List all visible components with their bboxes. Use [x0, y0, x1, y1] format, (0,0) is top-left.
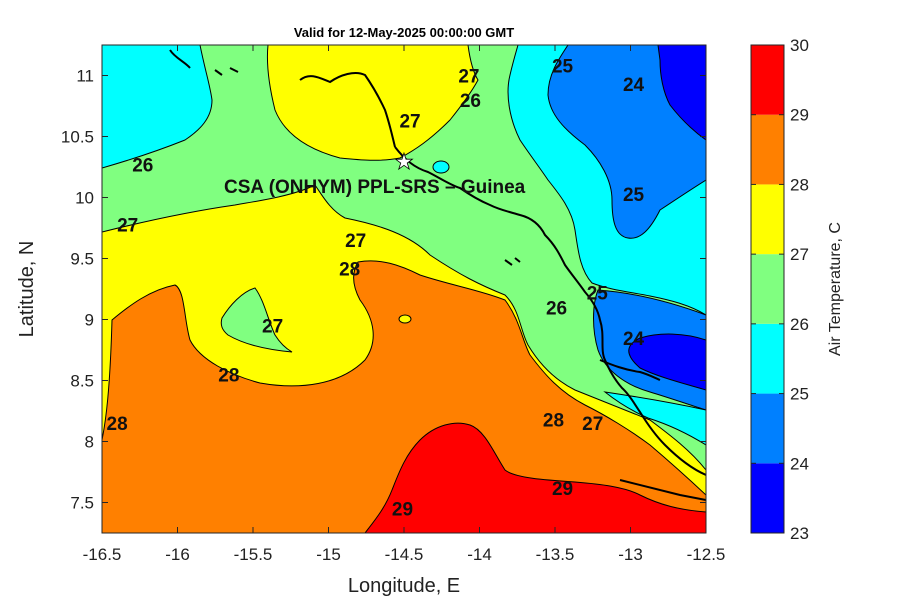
y-ticks: 7.5 8 8.5 9 9.5 10 10.5 11: [61, 67, 706, 513]
colorbar-frame: [750, 44, 785, 534]
x-tick-label: -13: [618, 545, 643, 564]
contour-label: 26: [460, 91, 481, 112]
colorbar-tick-label: 30: [790, 36, 809, 55]
colorbar-swatch: [751, 463, 784, 533]
contour-label: 29: [392, 500, 413, 521]
contour-label: 27: [399, 112, 420, 133]
y-tick-label: 7.5: [70, 494, 94, 513]
contour-label: 28: [107, 414, 128, 435]
x-tick-label: -13.5: [536, 545, 575, 564]
x-tick-label: -15: [316, 545, 341, 564]
colorbar-tick-label: 24: [790, 454, 809, 473]
contour-label: 25: [552, 57, 574, 78]
colorbar-swatch: [751, 45, 784, 115]
colorbar-tick-label: 29: [790, 106, 809, 125]
contour-label: 28: [543, 411, 564, 432]
x-tick-label: -12.5: [687, 545, 726, 564]
contour-label: 28: [339, 259, 360, 280]
y-axis-label: Latitude, N: [16, 241, 38, 338]
contour-label: 27: [345, 231, 366, 252]
coastline: [169, 49, 706, 501]
y-tick-label: 11: [76, 67, 94, 86]
colorbar: 23 24 25 26 27 28 29 30: [750, 36, 809, 543]
colorbar-swatch: [751, 393, 784, 464]
contour-label: 25: [587, 284, 609, 305]
contour-label: 26: [546, 298, 567, 319]
contour-label: 27: [117, 215, 138, 236]
band-23-24-se: [628, 333, 706, 391]
band-29-30: [364, 422, 706, 533]
y-tick-label: 10.5: [61, 128, 94, 147]
contour-label: 24: [623, 75, 645, 96]
x-ticks: -16.5 -16 -15.5 -15 -14.5 -14 -13.5 -13 -12.5: [83, 45, 726, 564]
x-tick-label: -15.5: [234, 545, 273, 564]
y-tick-label: 8.5: [70, 372, 94, 391]
site-marker: ★ CSA (ONHYM) PPL-SRS – Guinea: [224, 148, 526, 198]
y-tick-label: 8: [85, 433, 94, 452]
y-tick-label: 9: [85, 311, 94, 330]
contour-label: 27: [262, 317, 283, 338]
colorbar-label: Air Temperature, C: [827, 222, 844, 356]
colorbar-tick-label: 25: [790, 385, 809, 404]
contour-labels: 25 24 27 26 27 26 25 27 27 28 26 25 27 24 28 28 28 27 29 29: [107, 57, 645, 521]
y-tick-label: 9.5: [70, 250, 94, 269]
island-small-cyan: [432, 160, 450, 174]
x-tick-label: -16.5: [83, 545, 122, 564]
band-25-26-se: [603, 391, 706, 446]
band-25-26-nw: [102, 45, 213, 169]
colorbar-swatch: [751, 254, 784, 324]
site-star-icon: ★: [394, 149, 414, 174]
colorbar-tick-label: 26: [790, 315, 809, 334]
x-tick-label: -16: [165, 545, 190, 564]
band-28-29: [102, 260, 706, 533]
contour-label: 25: [623, 185, 645, 206]
band-27-28-north: [267, 45, 479, 161]
chart-title: Valid for 12-May-2025 00:00:00 GMT: [294, 25, 514, 40]
x-axis-label: Longitude, E: [348, 575, 460, 597]
colorbar-swatch: [751, 184, 784, 255]
x-tick-label: -14: [467, 545, 492, 564]
contour-label: 24: [623, 329, 645, 350]
contour-label: 29: [552, 479, 573, 500]
colorbar-swatch: [751, 114, 784, 185]
contour-label: 27: [582, 414, 603, 435]
colorbar-tick-label: 23: [790, 524, 809, 543]
contour-fills: [102, 45, 706, 533]
y-tick-label: 10: [75, 189, 94, 208]
island-26-27: [220, 287, 293, 353]
contour-label: 28: [218, 365, 239, 386]
site-label: CSA (ONHYM) PPL-SRS – Guinea: [224, 177, 526, 198]
contour-label: 27: [458, 67, 479, 88]
island-27-28: [398, 314, 412, 324]
x-tick-label: -14.5: [385, 545, 424, 564]
contour-label: 26: [132, 156, 153, 177]
colorbar-swatch: [751, 323, 784, 394]
colorbar-tick-label: 28: [790, 175, 809, 194]
colorbar-tick-label: 27: [790, 245, 809, 264]
